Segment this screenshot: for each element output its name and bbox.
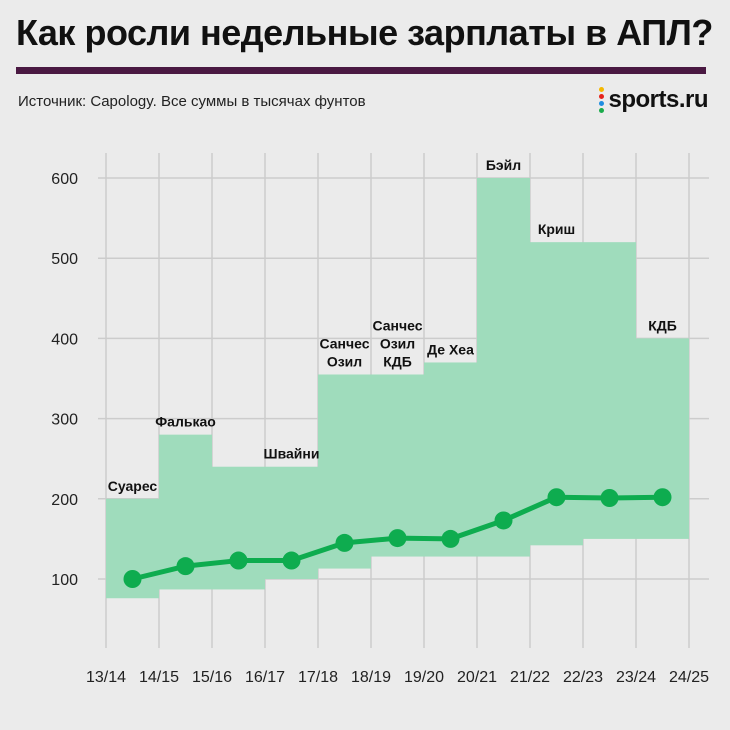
range-band-23/24 — [636, 338, 689, 539]
data-point-15/16 — [229, 551, 248, 570]
logo-dot-0 — [599, 87, 605, 92]
range-bands — [106, 178, 689, 599]
x-tick-label: 13/14 — [86, 669, 126, 686]
source-note: Источник: Capology. Все суммы в тысячах … — [18, 93, 366, 110]
data-point-18/19 — [388, 529, 407, 548]
data-point-19/20 — [441, 529, 460, 548]
x-tick-label: 17/18 — [298, 669, 338, 686]
x-tick-label: 14/15 — [139, 669, 179, 686]
x-tick-label: 22/23 — [563, 669, 603, 686]
sports-ru-logo: sports.ru — [599, 86, 708, 114]
range-band-20/21 — [477, 178, 530, 557]
band-label: Де Хеа — [427, 341, 474, 357]
data-point-14/15 — [176, 557, 195, 576]
x-tick-label: 15/16 — [192, 669, 232, 686]
data-point-21/22 — [547, 488, 566, 507]
x-axis: 13/14 14/15 15/16 16/17 17/18 18/19 19/20 20/21… — [86, 669, 709, 686]
x-tick-label: 21/22 — [510, 669, 550, 686]
band-label: Криш — [538, 221, 575, 237]
logo-dot-2 — [599, 101, 605, 106]
chart-title: Как росли недельные зарплаты в АПЛ? — [16, 12, 713, 53]
range-band-19/20 — [424, 362, 477, 557]
band-label: КДБ — [383, 353, 412, 369]
band-label: КДБ — [648, 317, 677, 333]
y-tick-label: 100 — [51, 572, 78, 589]
band-label: Суарес — [108, 478, 158, 494]
data-point-22/23 — [600, 488, 619, 507]
x-tick-label: 20/21 — [457, 669, 497, 686]
band-label: Бэйл — [486, 157, 521, 173]
band-label: Санчес — [372, 317, 422, 333]
band-label: Озил — [327, 353, 362, 369]
logo-dot-3 — [599, 108, 605, 113]
x-tick-label: 19/20 — [404, 669, 444, 686]
x-tick-label: 16/17 — [245, 669, 285, 686]
data-point-13/14 — [123, 570, 142, 588]
range-band-15/16 — [212, 466, 265, 590]
y-tick-label: 500 — [51, 251, 78, 268]
y-tick-label: 200 — [51, 492, 78, 509]
data-point-23/24 — [653, 488, 672, 507]
data-point-20/21 — [494, 511, 513, 530]
logo-text: sports.ru — [608, 86, 708, 113]
band-labels: Суарес Фалькао Швайни Санчес Озил Санчес Озил К… — [108, 157, 677, 494]
logo-dots-icon — [599, 87, 605, 113]
logo-dot-1 — [599, 94, 605, 99]
range-band-18/19 — [371, 374, 424, 557]
title-divider — [16, 67, 706, 74]
data-point-16/17 — [282, 551, 301, 570]
y-tick-label: 400 — [51, 331, 78, 348]
x-tick-label: 23/24 — [616, 669, 656, 686]
band-label: Санчес — [319, 335, 369, 351]
y-tick-label: 600 — [51, 171, 78, 188]
band-label: Фалькао — [155, 414, 216, 430]
data-point-17/18 — [335, 533, 354, 552]
band-label: Швайни — [264, 446, 320, 462]
y-tick-label: 300 — [51, 412, 78, 429]
y-axis: 100 200 300 400 500 600 — [51, 171, 78, 589]
band-label: Озил — [380, 335, 415, 351]
x-tick-label: 24/25 — [669, 669, 709, 686]
x-tick-label: 18/19 — [351, 669, 391, 686]
data-points — [123, 488, 672, 588]
